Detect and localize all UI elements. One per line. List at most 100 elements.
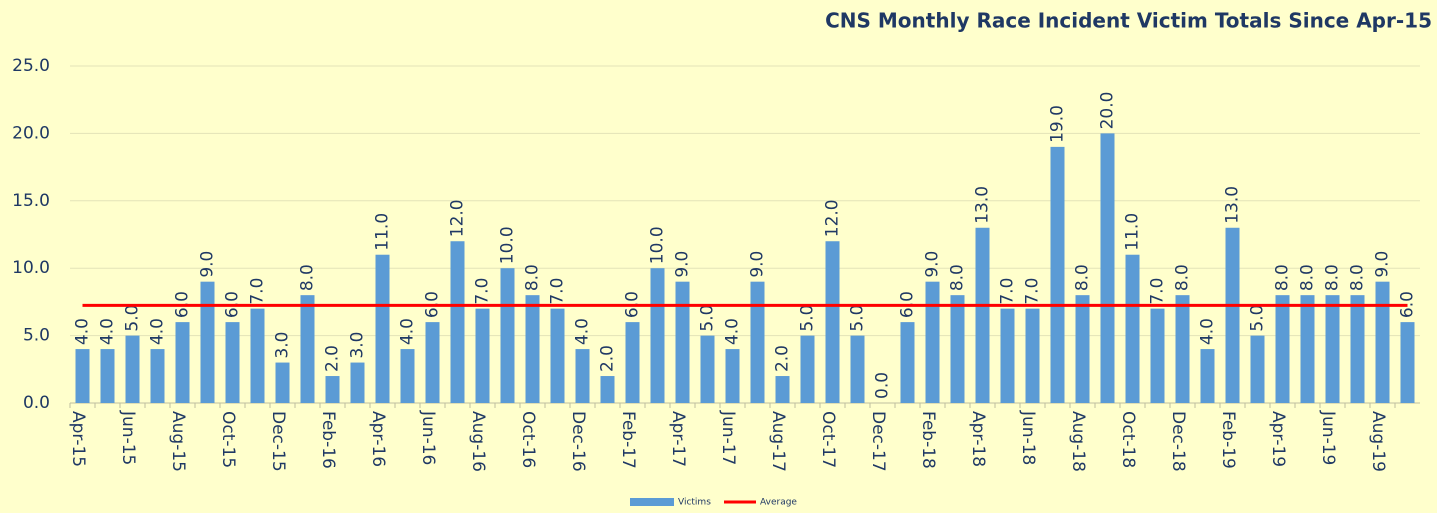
x-tick-label: Jun-15 <box>118 410 138 465</box>
x-tick-label: Dec-15 <box>268 411 288 472</box>
data-label: 8.0 <box>523 264 543 291</box>
data-label: 8.0 <box>1073 264 1093 291</box>
x-tick-label: Oct-17 <box>818 411 838 468</box>
data-label: 12.0 <box>448 199 468 237</box>
x-tick-label: Oct-15 <box>218 411 238 468</box>
x-tick-label: Aug-17 <box>768 411 788 472</box>
data-label: 8.0 <box>1298 264 1318 291</box>
bar <box>1300 295 1315 403</box>
x-tick-label: Aug-16 <box>468 411 488 472</box>
bar <box>500 268 515 403</box>
bar <box>150 349 165 403</box>
x-tick-label: Jun-17 <box>718 410 738 465</box>
bar <box>350 362 365 403</box>
bar <box>1250 335 1265 403</box>
data-label: 4.0 <box>148 318 168 345</box>
x-tick-label: Apr-17 <box>668 411 688 467</box>
x-tick-label: Apr-16 <box>368 411 388 467</box>
bar <box>300 295 315 403</box>
x-tick-label: Dec-17 <box>868 411 888 472</box>
data-label: 8.0 <box>948 264 968 291</box>
bar <box>475 308 490 403</box>
data-label: 2.0 <box>773 345 793 372</box>
y-tick-label: 25.0 <box>12 56 50 76</box>
data-label: 0.0 <box>873 372 893 399</box>
data-label: 5.0 <box>798 305 818 332</box>
bar <box>1375 281 1390 403</box>
data-label: 9.0 <box>198 251 218 278</box>
data-label: 5.0 <box>848 305 868 332</box>
bar <box>200 281 215 403</box>
x-tick-label: Aug-18 <box>1068 411 1088 472</box>
bar <box>1075 295 1090 403</box>
data-label: 7.0 <box>248 278 268 305</box>
bar <box>75 349 90 403</box>
bar <box>625 322 640 403</box>
y-tick-label: 15.0 <box>12 191 50 211</box>
data-label: 8.0 <box>298 264 318 291</box>
data-label: 13.0 <box>973 186 993 224</box>
data-label: 9.0 <box>673 251 693 278</box>
data-label: 2.0 <box>323 345 343 372</box>
x-tick-label: Feb-19 <box>1218 411 1238 469</box>
bar <box>675 281 690 403</box>
bar <box>325 376 340 403</box>
bar <box>1050 146 1065 403</box>
bar <box>275 362 290 403</box>
x-tick-label: Apr-18 <box>968 411 988 467</box>
x-tick-label: Aug-19 <box>1368 411 1388 472</box>
bar <box>725 349 740 403</box>
data-label: 4.0 <box>73 318 93 345</box>
bar <box>1175 295 1190 403</box>
data-label: 11.0 <box>373 213 393 251</box>
data-label: 19.0 <box>1048 105 1068 143</box>
bar <box>1325 295 1340 403</box>
x-tick-label: Feb-16 <box>318 411 338 469</box>
data-label: 3.0 <box>348 332 368 359</box>
data-label: 4.0 <box>1198 318 1218 345</box>
data-label: 8.0 <box>1323 264 1343 291</box>
bar <box>575 349 590 403</box>
bar <box>775 376 790 403</box>
bar <box>850 335 865 403</box>
bar <box>825 241 840 403</box>
legend-label: Victims <box>678 498 711 508</box>
data-label: 4.0 <box>398 318 418 345</box>
x-tick-label: Feb-17 <box>618 411 638 469</box>
bar <box>1400 322 1415 403</box>
y-tick-label: 10.0 <box>12 258 50 278</box>
x-tick-label: Apr-19 <box>1268 411 1288 467</box>
bar <box>125 335 140 403</box>
chart-title: CNS Monthly Race Incident Victim Totals … <box>825 9 1432 33</box>
bar <box>1350 295 1365 403</box>
data-label: 11.0 <box>1123 213 1143 251</box>
bar <box>950 295 965 403</box>
data-label: 7.0 <box>1023 278 1043 305</box>
data-label: 7.0 <box>548 278 568 305</box>
bar <box>1125 254 1140 403</box>
data-label: 9.0 <box>923 251 943 278</box>
x-tick-label: Jun-19 <box>1318 410 1338 465</box>
data-label: 9.0 <box>1373 251 1393 278</box>
bar <box>425 322 440 403</box>
bar <box>1275 295 1290 403</box>
data-label: 4.0 <box>98 318 118 345</box>
x-tick-label: Apr-15 <box>68 411 88 467</box>
data-label: 8.0 <box>1173 264 1193 291</box>
x-tick-label: Dec-18 <box>1168 411 1188 472</box>
bar <box>250 308 265 403</box>
bar <box>400 349 415 403</box>
x-tick-label: Oct-18 <box>1118 411 1138 468</box>
legend-label: Average <box>760 498 797 508</box>
y-tick-label: 0.0 <box>23 393 50 413</box>
data-label: 10.0 <box>648 226 668 264</box>
bar <box>800 335 815 403</box>
bar <box>525 295 540 403</box>
bar <box>1025 308 1040 403</box>
bar <box>1100 133 1115 403</box>
bar <box>750 281 765 403</box>
bar <box>1225 227 1240 403</box>
x-tick-label: Feb-18 <box>918 411 938 469</box>
